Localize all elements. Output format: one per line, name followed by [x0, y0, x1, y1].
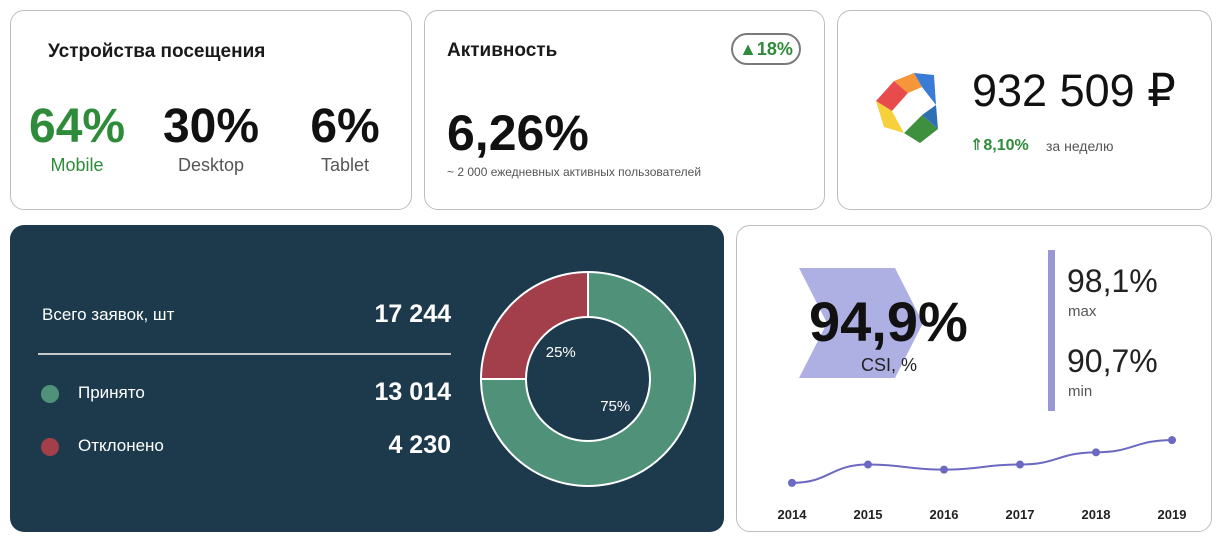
csi-tick-2018: 2018 — [1082, 507, 1111, 522]
rejected-dot-icon — [41, 438, 59, 456]
csi-min-value: 90,7% — [1067, 343, 1158, 379]
colorful-geometric-logo-icon — [876, 73, 938, 143]
requests-divider — [38, 353, 451, 355]
donut-label-rejected: 25% — [546, 344, 576, 361]
donut-slice-accepted — [479, 270, 696, 487]
revenue-card: 932 509 ₽ ⇑8,10% за неделю — [837, 10, 1212, 210]
requests-accepted-value: 13 014 — [374, 378, 451, 406]
csi-point-2014 — [788, 478, 796, 487]
csi-tick-2019: 2019 — [1158, 507, 1187, 522]
device-mobile-label: Mobile — [50, 155, 104, 175]
csi-label: CSI, % — [861, 355, 918, 375]
device-tablet-percent: 6% — [310, 100, 380, 153]
accepted-dot-icon — [41, 385, 59, 403]
donut-label-accepted: 75% — [600, 398, 630, 415]
donut-slice-rejected — [479, 270, 589, 380]
activity-change-badge: ▲18% — [731, 33, 801, 65]
csi-series-line — [791, 439, 1173, 484]
csi-max-value: 98,1% — [1067, 263, 1158, 299]
activity-value: 6,26% — [447, 105, 589, 161]
requests-donut-chart: 75% 25% — [479, 270, 696, 487]
revenue-amount: 932 509 ₽ — [972, 65, 1176, 116]
csi-point-2015 — [864, 460, 872, 469]
csi-point-2017 — [1016, 460, 1024, 469]
requests-total-value: 17 244 — [374, 300, 451, 328]
device-mobile: 64% Mobile — [29, 103, 125, 176]
devices-card: Устройства посещения 64% Mobile 30% Desk… — [10, 10, 412, 210]
csi-min-label: min — [1068, 383, 1093, 400]
device-desktop-label: Desktop — [177, 155, 245, 175]
csi-tick-2016: 2016 — [930, 507, 959, 522]
revenue-period: за неделю — [1046, 138, 1114, 154]
csi-value: 94,9% — [809, 290, 968, 353]
csi-max-label: max — [1068, 303, 1097, 320]
device-tablet: 6% Tablet — [299, 103, 391, 176]
requests-rejected-label: Отклонено — [78, 436, 164, 455]
csi-line-chart: 2014 2015 2016 2017 2018 2019 — [778, 436, 1187, 522]
revenue-change: ⇑8,10% — [970, 137, 1029, 154]
csi-card: 94,9% CSI, % 98,1% max 90,7% min 2014 201… — [736, 225, 1212, 532]
device-desktop: 30% Desktop — [159, 103, 263, 176]
csi-point-2018 — [1092, 448, 1100, 457]
csi-point-2019 — [1168, 436, 1176, 445]
device-desktop-percent: 30% — [162, 100, 260, 153]
csi-chevron-shape — [799, 268, 923, 378]
activity-title: Активность — [447, 40, 558, 61]
requests-card: Всего заявок, шт 17 244 Принято 13 014 О… — [10, 225, 724, 532]
requests-accepted-label: Принято — [78, 383, 145, 402]
csi-tick-2014: 2014 — [778, 507, 808, 522]
requests-rejected-value: 4 230 — [388, 431, 451, 459]
activity-card: Активность ▲18% 6,26% ~ 2 000 ежедневных… — [424, 10, 825, 210]
devices-title: Устройства посещения — [48, 41, 266, 62]
activity-note: ~ 2 000 ежедневных активных пользователе… — [447, 165, 702, 179]
requests-total-label: Всего заявок, шт — [42, 305, 175, 324]
csi-tick-2017: 2017 — [1006, 507, 1035, 522]
device-tablet-label: Tablet — [320, 155, 370, 175]
csi-range-bar — [1048, 250, 1055, 411]
device-mobile-percent: 64% — [29, 100, 126, 153]
csi-point-2016 — [940, 465, 948, 474]
csi-tick-2015: 2015 — [854, 507, 883, 522]
